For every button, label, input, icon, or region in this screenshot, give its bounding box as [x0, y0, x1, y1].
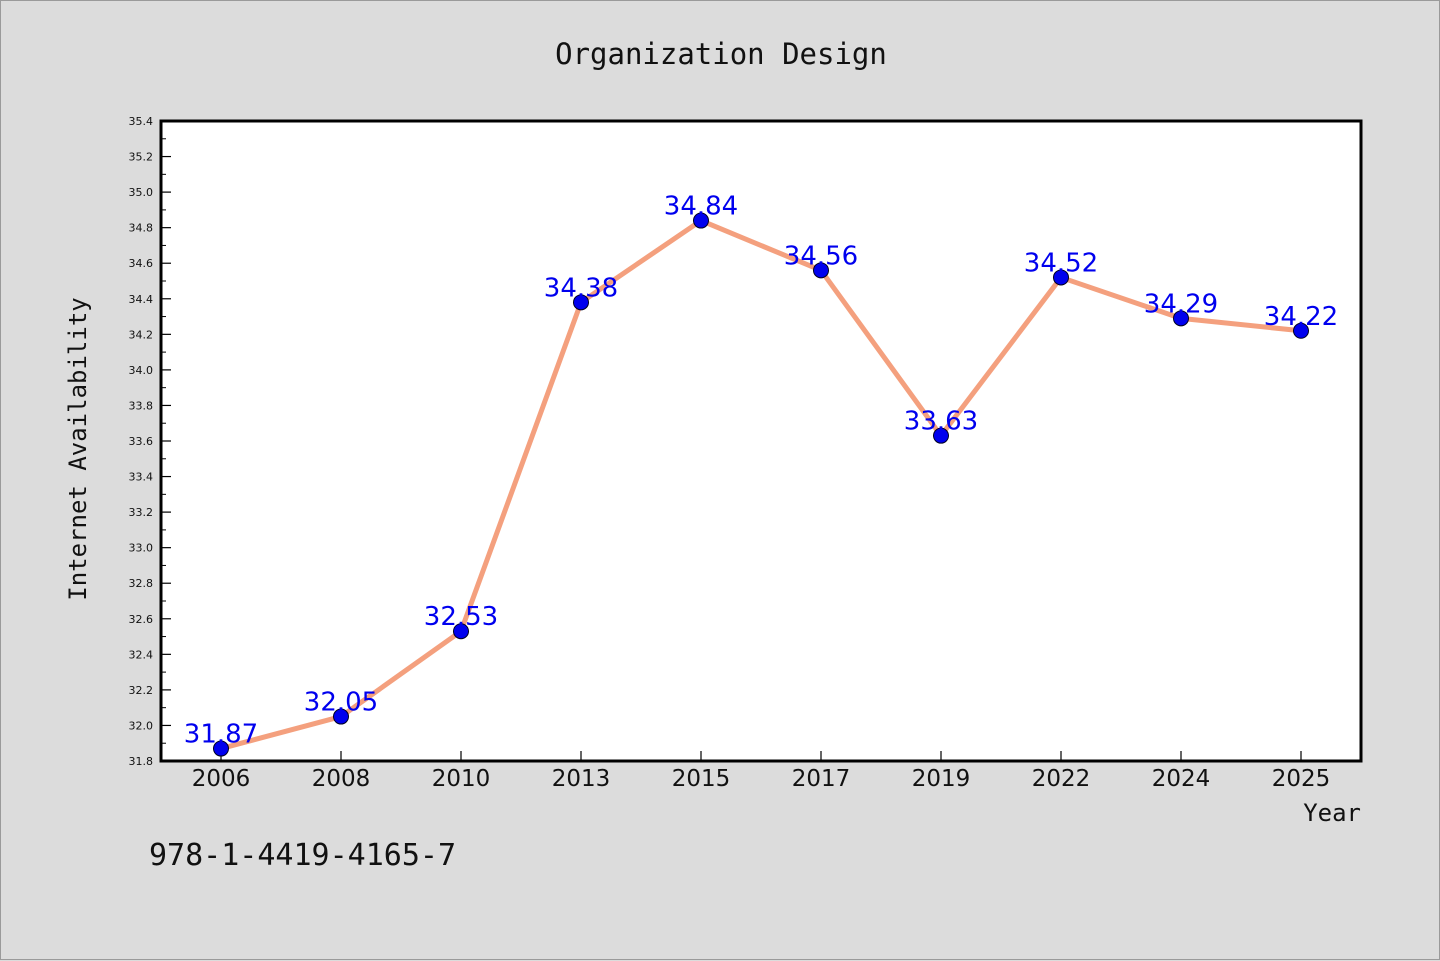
y-tick-label: 35.0 — [129, 186, 154, 199]
data-point — [1053, 269, 1069, 286]
data-label: 34.38 — [544, 273, 618, 303]
data-label: 32.53 — [424, 602, 498, 632]
y-tick-label: 35.4 — [129, 115, 154, 128]
x-tick-label: 2006 — [192, 766, 251, 792]
y-tick-label: 34.6 — [129, 257, 154, 270]
data-label: 31.87 — [184, 720, 258, 750]
data-point — [333, 708, 349, 725]
data-point — [813, 262, 829, 279]
y-axis: 31.8 32.0 32.2 32.4 32.6 32.8 33.0 33.2 33.4 33.6… — [129, 115, 171, 768]
y-tick-label: 33.4 — [129, 471, 154, 484]
data-label: 34.56 — [784, 241, 858, 271]
x-tick-label: 2024 — [1152, 766, 1211, 792]
y-tick-label: 32.2 — [129, 684, 154, 697]
y-tick-label: 32.0 — [129, 719, 154, 732]
data-label: 34.22 — [1264, 302, 1338, 332]
y-tick-label: 33.2 — [129, 506, 154, 519]
data-point — [453, 623, 469, 640]
data-label: 34.52 — [1024, 248, 1098, 278]
chart-title: Organization Design — [555, 37, 887, 71]
y-axis-title: Internet Availability — [64, 297, 92, 600]
y-tick-label: 33.6 — [129, 435, 154, 448]
x-tick-label: 2010 — [432, 766, 491, 792]
data-label: 32.05 — [304, 688, 378, 718]
x-tick-label: 2015 — [672, 766, 731, 792]
data-point — [573, 294, 589, 311]
data-label: 34.29 — [1144, 289, 1218, 319]
y-tick-label: 31.8 — [129, 755, 154, 768]
data-point — [213, 740, 229, 757]
data-point — [693, 212, 709, 229]
x-tick-label: 2019 — [912, 766, 971, 792]
data-labels: 31.87 32.05 32.53 34.38 34.84 34.56 33.63 34.52… — [184, 192, 1338, 750]
x-axis-title: Year — [1303, 799, 1361, 827]
plot-area — [159, 119, 1363, 763]
series-markers — [213, 212, 1309, 757]
x-axis: 2006 2008 2010 2013 2015 2017 2019 2022 2024 2025 — [192, 751, 1331, 792]
y-tick-label: 33.8 — [129, 399, 154, 412]
x-tick-label: 2022 — [1032, 766, 1091, 792]
x-tick-label: 2008 — [312, 766, 371, 792]
data-label: 34.84 — [664, 192, 738, 222]
y-tick-label: 34.8 — [129, 222, 154, 235]
y-tick-label: 34.0 — [129, 364, 154, 377]
isbn-text: 978-1-4419-4165-7 — [149, 838, 456, 873]
y-tick-label: 34.2 — [129, 328, 154, 341]
x-tick-label: 2017 — [792, 766, 851, 792]
x-tick-label: 2025 — [1272, 766, 1331, 792]
data-point — [933, 427, 949, 444]
y-tick-label: 32.6 — [129, 613, 154, 626]
data-label: 33.63 — [904, 407, 978, 437]
y-tick-label: 35.2 — [129, 151, 154, 164]
x-tick-label: 2013 — [552, 766, 611, 792]
y-tick-label: 32.4 — [129, 648, 154, 661]
data-point — [1293, 322, 1309, 339]
y-tick-label: 34.4 — [129, 293, 154, 306]
y-tick-label: 32.8 — [129, 577, 154, 590]
data-point — [1173, 310, 1189, 327]
series-line — [220, 218, 1302, 751]
y-tick-label: 33.0 — [129, 542, 154, 555]
